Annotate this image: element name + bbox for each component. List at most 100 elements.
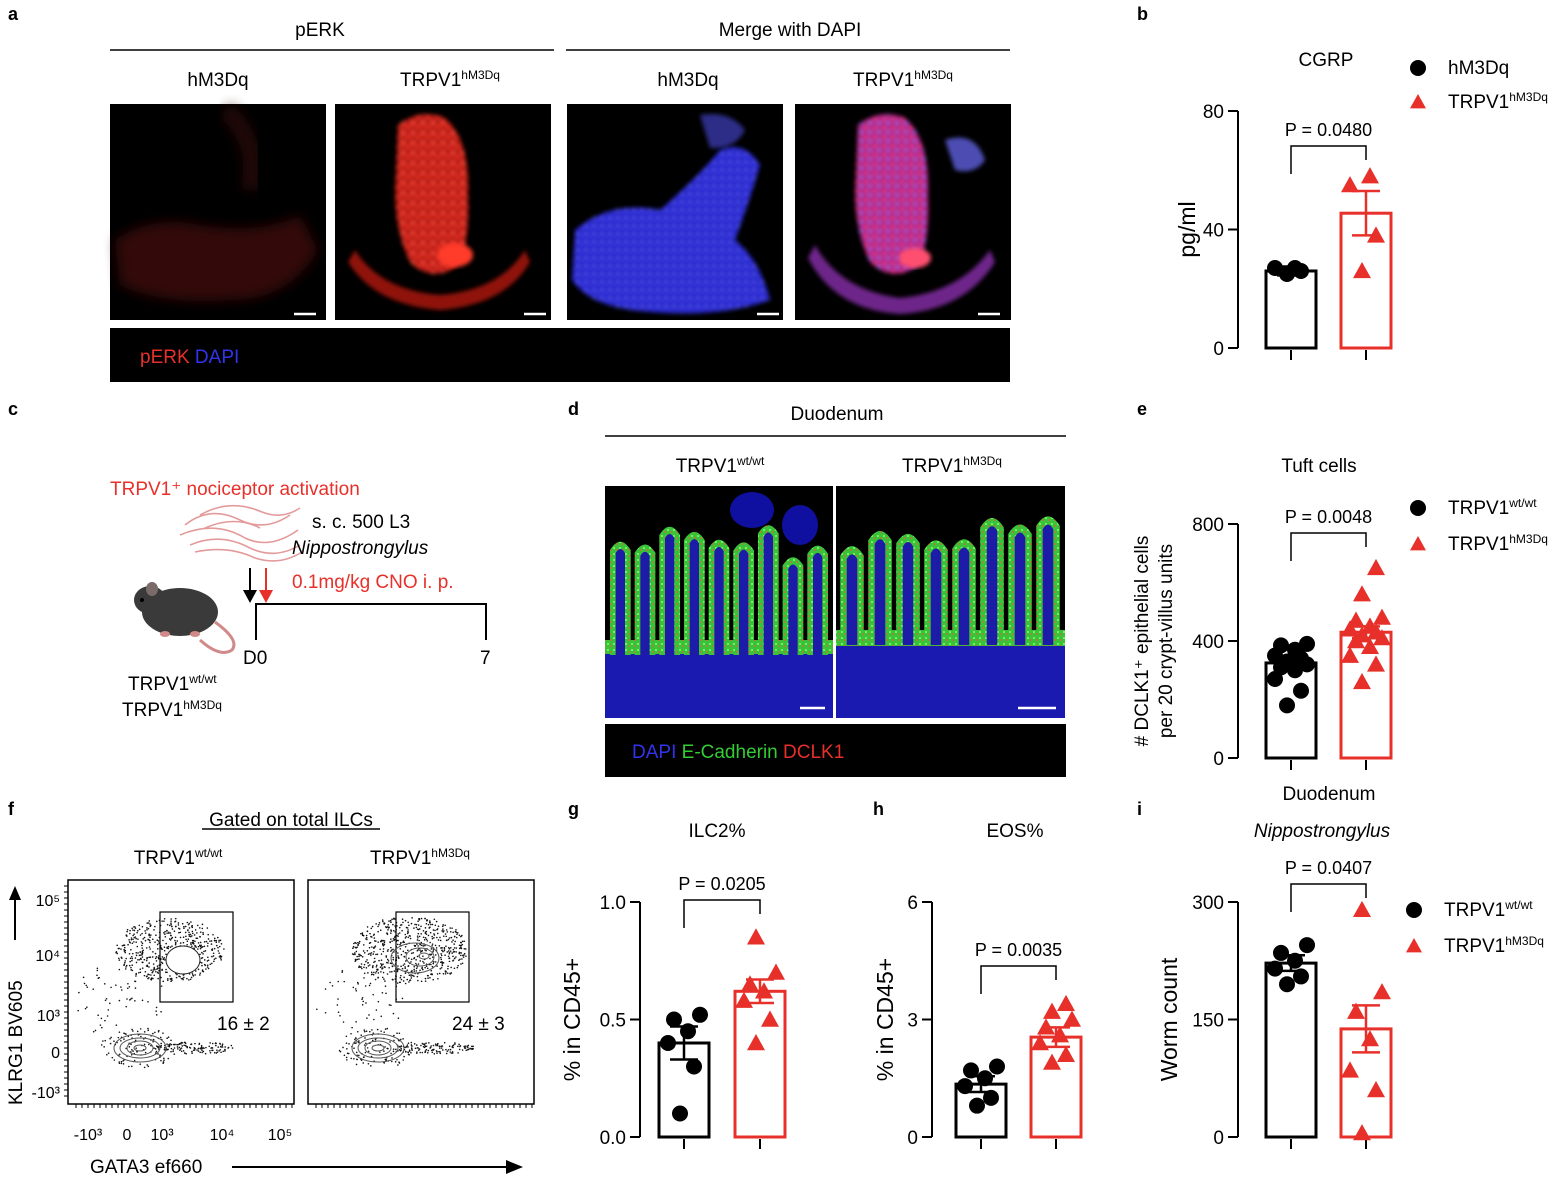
flow-event <box>367 972 369 974</box>
flow-event <box>178 975 180 977</box>
flow-event <box>425 1045 428 1048</box>
flow-event <box>131 957 134 960</box>
flow-event <box>195 946 197 948</box>
flow-event <box>218 941 220 943</box>
flow-event <box>385 992 387 995</box>
flow-event <box>399 976 402 979</box>
flow-event <box>355 1042 357 1044</box>
flow-event <box>218 952 221 954</box>
flow-event <box>189 935 192 938</box>
flow-event <box>444 924 447 927</box>
flow-event <box>431 956 434 958</box>
flow-event <box>402 921 404 924</box>
flow-event <box>429 931 432 934</box>
flow-event <box>365 1002 367 1004</box>
flow-event <box>176 973 178 976</box>
point-1-3 <box>1361 637 1379 655</box>
flow-event <box>381 967 384 969</box>
flow-event <box>128 952 131 955</box>
flow-event <box>218 1050 220 1052</box>
flow-event <box>431 1051 434 1054</box>
flow-event <box>392 938 395 940</box>
flow-event <box>140 954 142 957</box>
flow-event <box>407 921 410 924</box>
flow-event <box>419 949 421 952</box>
flow-event <box>383 922 385 924</box>
flow-event <box>460 954 462 957</box>
flow-event <box>196 924 199 927</box>
flow-event <box>373 933 375 936</box>
ytick-1e5: 10⁵ <box>36 893 60 910</box>
flow-event <box>155 1014 158 1016</box>
flow-event <box>132 1050 134 1052</box>
flow-event <box>111 1056 114 1059</box>
legend-label-0: hM3Dq <box>1448 58 1509 79</box>
flow-event <box>211 1049 214 1052</box>
flow-event <box>449 927 451 929</box>
flow-event <box>92 1030 95 1033</box>
flow-event <box>355 1063 358 1066</box>
flow-event <box>123 950 126 952</box>
flow-event <box>192 1049 195 1052</box>
flow-event <box>194 970 197 972</box>
flow-event <box>432 1044 435 1047</box>
flow-event <box>404 966 406 968</box>
flow-event <box>163 949 166 952</box>
flow-event <box>392 1048 395 1050</box>
flow-event <box>408 974 411 977</box>
flow-event <box>366 930 369 933</box>
flow-event <box>213 1051 216 1054</box>
flow-event <box>200 957 203 959</box>
flow-event <box>145 947 148 949</box>
flow-event <box>455 951 457 953</box>
flow-event <box>372 953 375 955</box>
flow-event <box>78 991 80 994</box>
flow-event <box>389 932 392 934</box>
panel-letter-b: b <box>1137 4 1148 24</box>
flow-event <box>438 1047 441 1049</box>
flow-event <box>455 936 458 939</box>
flow-event <box>133 926 135 928</box>
flow-plot-wt <box>67 879 295 1105</box>
flow-event <box>219 1042 221 1045</box>
flow-event <box>404 937 407 939</box>
flow-event <box>362 1056 365 1059</box>
flow-event <box>184 925 187 928</box>
label-a4-sup: hM3Dq <box>914 68 953 82</box>
y-axis-label: Worm count <box>1156 957 1182 1081</box>
flow-event <box>193 1047 196 1049</box>
flow-event <box>133 936 136 939</box>
svg-text:DAPI E-Cadherin DCLK1: DAPI E-Cadherin DCLK1 <box>632 742 844 763</box>
flow-event <box>343 1054 346 1057</box>
flow-event <box>379 948 381 951</box>
flow-event <box>338 1049 341 1052</box>
label-f1: TRPV1 <box>134 848 195 869</box>
flow-event <box>186 977 188 980</box>
flow-event <box>363 963 366 966</box>
flow-event <box>396 943 399 946</box>
flow-event <box>131 997 133 1000</box>
flow-event <box>376 953 379 956</box>
flow-event <box>135 954 138 957</box>
flow-event <box>458 1048 461 1051</box>
flow-event <box>156 943 159 946</box>
flow-event <box>192 942 195 945</box>
flow-event <box>86 1006 88 1008</box>
flow-event <box>145 959 148 962</box>
flow-event <box>209 1051 212 1054</box>
legend-label-0-base: TRPV1 <box>1448 498 1509 519</box>
flow-event <box>383 940 386 942</box>
flow-event <box>131 964 134 966</box>
flow-event <box>154 941 156 943</box>
panel-letter-i: i <box>1137 799 1142 819</box>
flow-event <box>337 998 339 1000</box>
flow-event <box>131 952 134 955</box>
flow-event <box>375 964 378 967</box>
treatment-label: 0.1mg/kg CNO i. p. <box>292 572 454 593</box>
flow-event <box>199 1051 201 1054</box>
flow-event <box>431 943 434 945</box>
legend-label-0-base: hM3Dq <box>1448 58 1509 79</box>
flow-event <box>402 941 404 944</box>
flow-event <box>179 1048 182 1050</box>
flow-event <box>429 957 431 960</box>
